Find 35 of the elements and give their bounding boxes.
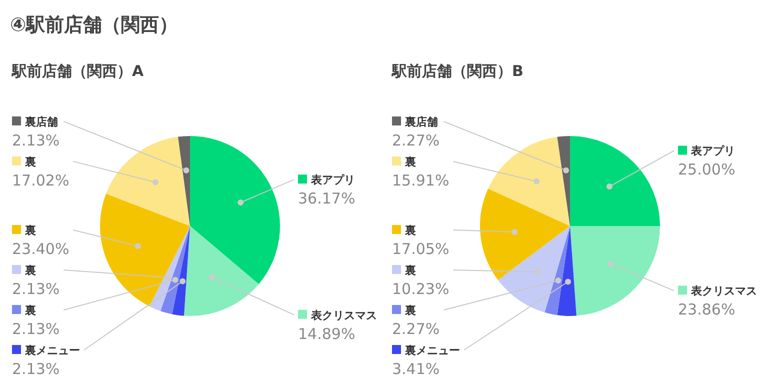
data-label: 23.86%	[678, 300, 736, 319]
data-label: 2.13%	[12, 320, 60, 338]
data-label: 2.27%	[392, 131, 440, 150]
legend-label: 裏メニュー	[404, 344, 460, 357]
data-label: 17.02%	[12, 171, 70, 190]
legend-label: 裏	[404, 264, 416, 277]
legend-label: 表アプリ	[690, 144, 735, 158]
text: ④駅前店舗（関西）	[10, 13, 178, 38]
legend-label: 表クリスマス	[690, 284, 757, 298]
legend-label: 裏	[24, 304, 36, 317]
chart-title: 駅前店舗（関西）B	[392, 62, 524, 82]
legend-label: 裏	[404, 304, 416, 317]
legend-label: 裏メニュー	[24, 344, 80, 357]
data-label: 2.27%	[392, 320, 440, 338]
legend-label: 裏	[24, 264, 36, 277]
data-label: 2.13%	[12, 360, 60, 378]
data-label: 17.05%	[392, 240, 450, 258]
legend-label: 表クリスマス	[310, 308, 377, 322]
data-label: 2.13%	[12, 280, 60, 298]
data-label: 15.91%	[392, 171, 450, 190]
data-label: 14.89%	[298, 324, 356, 343]
legend-label: 裏	[24, 155, 36, 168]
data-label: 2.13%	[12, 131, 60, 150]
data-label: 23.40%	[12, 240, 70, 258]
legend-label: 裏店舗	[404, 115, 438, 128]
legend-label: 裏	[404, 155, 416, 168]
legend-label: 表アプリ	[310, 174, 355, 187]
data-label: 10.23%	[392, 280, 450, 298]
data-label: 3.41%	[392, 360, 440, 378]
legend-label: 裏	[404, 224, 416, 237]
data-label: 36.17%	[298, 190, 356, 208]
legend-label: 裏	[24, 224, 36, 237]
chart-title: 駅前店舗（関西）A	[12, 62, 145, 82]
legend-label: 裏店舗	[24, 115, 58, 128]
data-label: 25.00%	[678, 160, 736, 179]
